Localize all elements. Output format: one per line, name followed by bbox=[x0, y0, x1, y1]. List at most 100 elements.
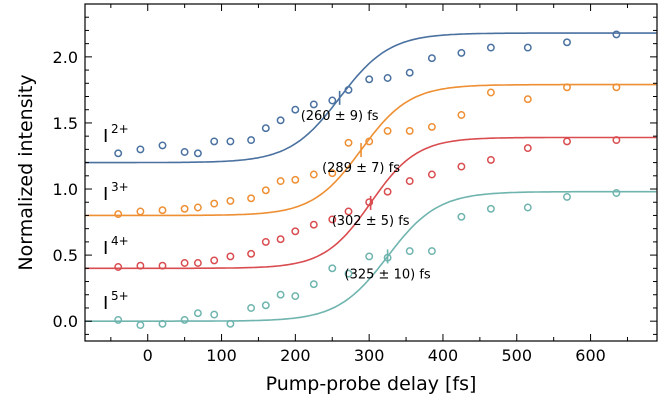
data-point bbox=[383, 187, 392, 196]
data-point bbox=[612, 83, 621, 92]
data-point bbox=[276, 290, 285, 299]
ion-label: I bbox=[103, 238, 108, 259]
data-point bbox=[365, 75, 374, 84]
plot-inner bbox=[85, 30, 657, 330]
x-tick-label: 300 bbox=[354, 346, 385, 365]
axes: 0 100 200 300 400 500 600 0.0 0.5 1.0 1.5 2.0 bbox=[53, 3, 658, 365]
x-tick-label: 600 bbox=[575, 346, 606, 365]
data-point bbox=[457, 111, 466, 119]
data-point bbox=[193, 309, 202, 318]
data-point bbox=[180, 204, 189, 213]
x-tick-label: 200 bbox=[280, 346, 311, 365]
data-point bbox=[383, 126, 392, 135]
data-point bbox=[180, 315, 189, 324]
data-point bbox=[344, 207, 353, 216]
data-point bbox=[563, 38, 571, 47]
data-point bbox=[563, 137, 571, 146]
ion-charge: 5+ bbox=[111, 289, 129, 303]
data-point bbox=[114, 210, 123, 219]
data-point bbox=[114, 149, 123, 158]
ion-charge: 4+ bbox=[111, 234, 129, 248]
y-tick-label: 0.0 bbox=[53, 312, 78, 331]
onset-label: (260 ± 9) fs bbox=[301, 109, 379, 124]
data-point bbox=[291, 105, 300, 114]
data-point bbox=[261, 186, 270, 195]
data-point bbox=[486, 43, 495, 52]
data-point bbox=[226, 252, 235, 261]
data-point bbox=[427, 54, 436, 63]
data-point bbox=[309, 220, 318, 229]
data-point bbox=[276, 177, 285, 186]
data-point bbox=[523, 144, 532, 153]
series-2plus bbox=[85, 30, 657, 164]
ion-label: I bbox=[103, 293, 108, 314]
data-point bbox=[226, 137, 235, 146]
plot-frame bbox=[84, 3, 658, 342]
onset-label: (302 ± 5) fs bbox=[332, 214, 410, 229]
data-point bbox=[261, 301, 270, 310]
data-point bbox=[158, 206, 167, 215]
data-point bbox=[523, 203, 532, 212]
y-axis-title: Normalized intensity bbox=[15, 74, 37, 270]
data-point bbox=[328, 215, 337, 224]
data-point bbox=[136, 207, 145, 216]
data-point bbox=[365, 252, 374, 261]
ion-label: I bbox=[103, 126, 108, 147]
data-point bbox=[247, 249, 256, 258]
data-point bbox=[309, 280, 318, 289]
data-point bbox=[180, 148, 189, 156]
fit-curve bbox=[85, 32, 657, 164]
data-point bbox=[612, 189, 621, 197]
data-point bbox=[276, 235, 285, 244]
data-point bbox=[276, 116, 285, 125]
ion-label: I bbox=[103, 184, 108, 205]
data-point bbox=[210, 137, 219, 146]
data-point bbox=[427, 247, 436, 256]
data-point bbox=[457, 48, 466, 57]
data-point bbox=[193, 203, 202, 212]
x-tick-label: 100 bbox=[206, 346, 237, 365]
data-point bbox=[247, 136, 256, 145]
fit-curve bbox=[85, 190, 657, 322]
data-point bbox=[210, 256, 219, 265]
series-5plus bbox=[85, 189, 657, 330]
data-point bbox=[180, 259, 189, 267]
data-point bbox=[523, 43, 532, 52]
data-point bbox=[344, 138, 353, 147]
ion-charge: 3+ bbox=[111, 180, 129, 194]
data-point bbox=[457, 212, 466, 221]
data-point bbox=[328, 264, 337, 273]
data-point bbox=[427, 122, 436, 131]
data-point bbox=[226, 196, 235, 205]
data-point bbox=[612, 136, 621, 145]
data-point bbox=[328, 96, 337, 105]
series-3plus bbox=[85, 83, 657, 219]
data-point bbox=[261, 124, 270, 133]
data-point bbox=[291, 175, 300, 184]
data-point bbox=[210, 199, 219, 208]
y-tick-label: 1.5 bbox=[53, 114, 78, 133]
data-point bbox=[563, 192, 571, 201]
data-point bbox=[405, 177, 414, 186]
data-point bbox=[405, 247, 414, 256]
x-tick-label: 400 bbox=[428, 346, 459, 365]
data-point bbox=[457, 162, 466, 171]
data-point bbox=[136, 321, 145, 330]
data-point bbox=[291, 227, 300, 236]
data-point bbox=[193, 259, 202, 267]
data-point bbox=[309, 100, 318, 109]
onset-label: (325 ± 10) fs bbox=[345, 267, 431, 282]
data-point bbox=[261, 237, 270, 246]
data-point bbox=[427, 170, 436, 179]
data-point bbox=[365, 137, 374, 146]
data-point bbox=[226, 319, 235, 328]
plot-area: (260 ± 9) fsI 2+(289 ± 7) fsI 3+(302 ± 5) … bbox=[85, 30, 657, 330]
data-point bbox=[158, 141, 167, 150]
data-point bbox=[365, 198, 374, 207]
data-point bbox=[247, 304, 256, 312]
data-point bbox=[612, 30, 621, 39]
fit-curve bbox=[85, 83, 657, 217]
data-point bbox=[383, 74, 392, 82]
data-point bbox=[114, 263, 123, 271]
data-point bbox=[291, 292, 300, 301]
